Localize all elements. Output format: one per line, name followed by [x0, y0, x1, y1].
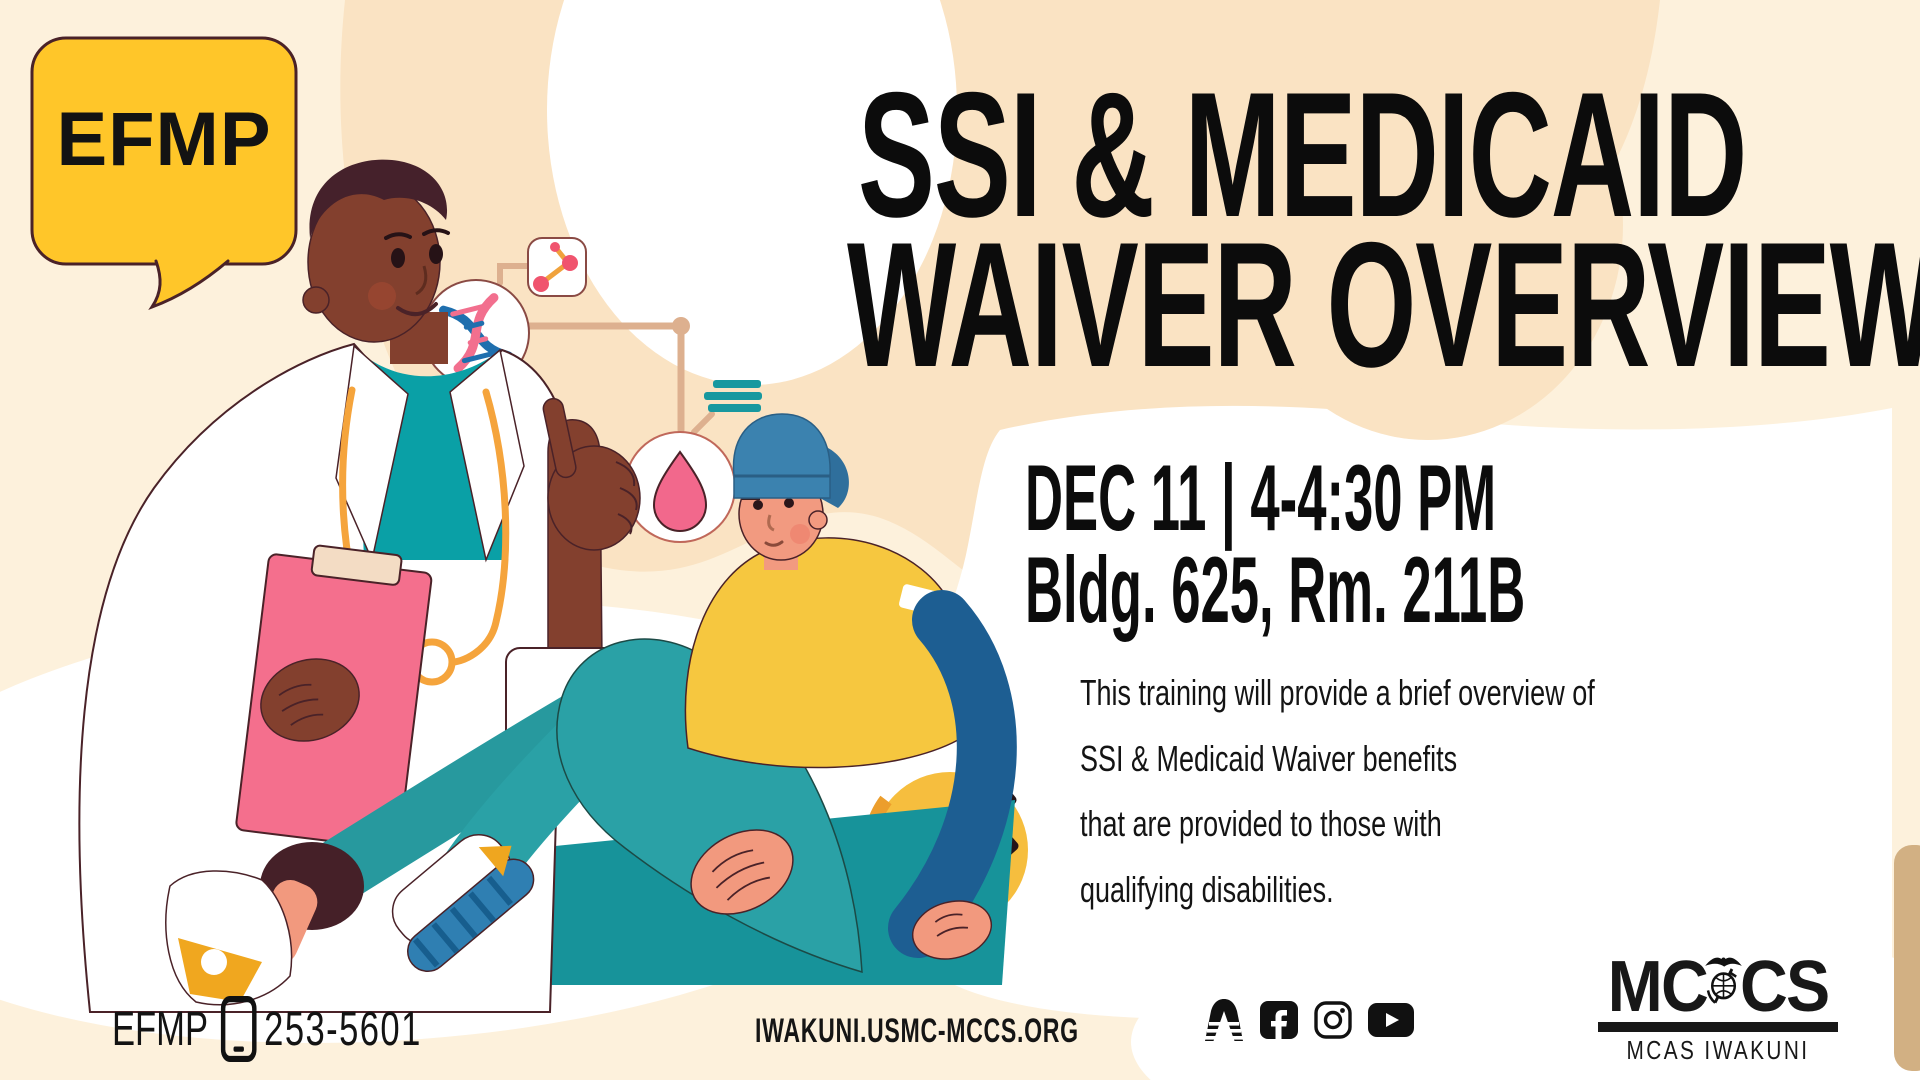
speech-bubble [30, 36, 298, 310]
connector-lines [497, 263, 715, 435]
description-line: SSI & Medicaid Waiver benefits [1080, 737, 1458, 779]
event-details: DEC 11 | 4-4:30 PM Bldg. 625, Rm. 211B [1025, 445, 1526, 642]
blood-drop-icon [624, 431, 736, 543]
description-line: qualifying disabilities. [1080, 868, 1334, 910]
doctor-head [302, 159, 450, 364]
event-description: This training will provide a brief overv… [1080, 660, 1595, 922]
white-text-blob [877, 405, 1892, 1020]
logo-subtext: MCAS IWAKUNI [1626, 1035, 1810, 1065]
doctor-hand-on-clipboard [260, 658, 360, 742]
patient-left-hand [690, 829, 794, 915]
eagle-globe-anchor-icon [1705, 957, 1742, 1004]
molecule-icon [527, 237, 587, 297]
logo-underline [1598, 1022, 1838, 1032]
event-location: Bldg. 625, Rm. 211B [1025, 537, 1526, 642]
peach-arc-blob [1233, 10, 1623, 440]
instagram-icon [1314, 1001, 1352, 1039]
patient-right-shoe [391, 834, 535, 973]
patient-left-shoe [165, 842, 364, 1006]
event-datetime: DEC 11 | 4-4:30 PM [1025, 445, 1497, 550]
white-top-blob [547, 0, 957, 385]
phone-icon [221, 996, 257, 1062]
website-url: IWAKUNI.USMC-MCCS.ORG [755, 1012, 1079, 1050]
title-line-1: SSI & MEDICAID [857, 55, 1747, 254]
mccs-logo: MC CS MCAS IWAKUNI [1598, 946, 1838, 1066]
logo-right: CS [1740, 947, 1830, 1027]
contact-info: EFMP 253-5601 [112, 996, 422, 1062]
title-line-2: WAIVER OVERVIEW [847, 205, 1920, 404]
notes-bars-icon [704, 380, 762, 412]
description-line: that are provided to those with [1080, 803, 1442, 844]
logo-left: MC [1607, 947, 1709, 1027]
patient-right-hand [911, 900, 993, 960]
patient-head [732, 413, 849, 570]
page-title: SSI & MEDICAID WAIVER OVERVIEW [847, 55, 1920, 404]
description-line: This training will provide a brief overv… [1080, 672, 1595, 713]
social-icons [1204, 998, 1414, 1042]
program-name: EFMP [112, 1002, 209, 1056]
efmp-badge: EFMP [56, 97, 272, 182]
mccs-logo-text: MC CS [1607, 946, 1831, 1027]
youtube-icon [1368, 1003, 1414, 1037]
tan-edge-bar [1894, 845, 1920, 1071]
facebook-icon [1260, 1001, 1298, 1039]
mccs-app-icon [1205, 999, 1243, 1041]
phone-number: 253-5601 [264, 1002, 422, 1056]
seated-patient-character [165, 413, 1017, 1006]
